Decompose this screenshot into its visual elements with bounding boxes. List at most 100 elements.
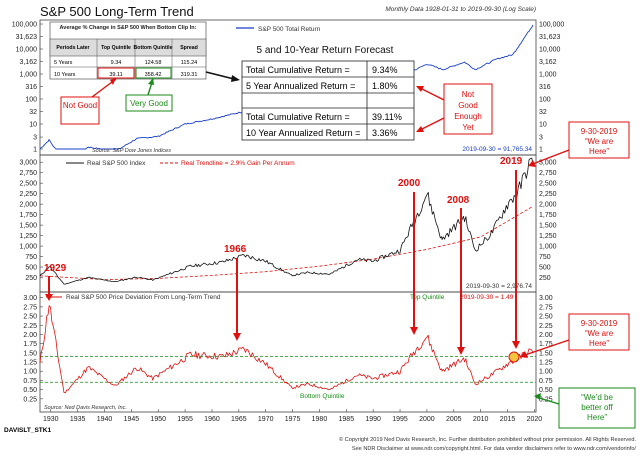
x-tick-label: 1935 [70,416,86,423]
forecast-label: Total Cumulative Return = [246,65,350,75]
current-position-marker [508,351,520,363]
y-tick-label: 1,750 [539,212,557,219]
y-tick-label: 1 [33,147,37,154]
y-tick-label: 3 [33,135,37,142]
x-tick-label: 1990 [365,416,381,423]
forecast-label: Total Cumulative Return = [246,112,350,122]
forecast-label: 5 Year Annualized Return = [246,81,355,91]
y-tick-label: 1,000 [19,72,37,79]
y-tick-label: 1.00 [539,369,553,376]
chart-title: S&P 500 Long-Term Trend [40,4,194,19]
forecast-title: 5 and 10-Year Return Forecast [257,45,394,56]
y-tick-label: 3,162 [539,59,557,66]
y-tick-label: 100,000 [12,22,37,29]
year-2008-label: 2008 [447,195,470,206]
y-tick-label: 3.00 [539,295,553,302]
y-tick-label: 2.75 [539,304,553,311]
better-off-label: “We’d be better off Here” [581,393,613,422]
y-tick-label: 100 [539,97,551,104]
x-tick-label: 2010 [473,416,489,423]
x-tick-label: 1930 [43,416,59,423]
y-tick-label: 500 [25,265,37,272]
y-tick-label: 2,750 [19,170,37,177]
we-are-here-bottom-label: 9-30-2019 “We are Here” [581,319,618,348]
not-good-enough-callout: Not Good Enough Yet [416,83,493,135]
y-tick-label: 2.75 [23,304,37,311]
we-are-here-bottom-callout: 9-30-2019 “We are Here” [520,313,630,358]
y-tick-label: 31,623 [539,34,561,41]
table-col-periods: Periods Later [56,45,89,51]
y-tick-label: 1,500 [19,223,37,230]
series-layer [39,24,536,394]
y-tick-label: 10,000 [539,47,561,54]
table-to-forecast-arrowhead [231,75,240,82]
y-tick-label: 3,000 [19,160,37,167]
year-1929-label: 1929 [44,263,67,274]
x-tick-label: 1960 [204,416,220,423]
y-tick-label: 0.75 [539,378,553,385]
x-tick-label: 1940 [97,416,113,423]
forecast-value: 3.36% [372,128,398,138]
x-tick-label: 1965 [231,416,247,423]
x-tick-label: 2005 [446,416,462,423]
top-last-value: 2019-09-30 = 91,765.34 [462,146,532,153]
y-tick-label: 32 [539,109,547,116]
y-tick-label: 1,250 [19,233,37,240]
y-tick-label: 1.75 [539,341,553,348]
y-tick-label: 2,000 [539,202,557,209]
better-off-callout: “We’d be better off Here” [534,387,636,429]
x-tick-label: 1985 [339,416,355,423]
y-tick-label: 1.25 [23,360,37,367]
year-2019-label: 2019 [500,156,523,167]
table-title: Average % Change in S&P 500 When Bottom … [60,25,197,31]
year-markers: 1929 1966 2000 2008 2019 [44,156,523,363]
y-tick-label: 0.75 [23,378,37,385]
bottom-quintile-label: Bottom Quintile [300,393,345,400]
legend-total-return: S&P 500 Total Return [258,26,321,33]
y-tick-label: 1,000 [539,244,557,251]
very-good-label: Very Good [130,99,168,108]
forecast-value: 9.34% [372,65,398,75]
series-deviation [39,305,534,394]
y-tick-label: 250 [25,275,37,282]
y-tick-label: 2.50 [23,314,37,321]
table-cell: 10 Years [54,72,76,78]
legend-real-index: Real S&P 500 Index [87,160,146,167]
middle-last-value: 2019-09-30 = 2,976.74 [466,283,532,290]
footer-copyright: © Copyright 2019 Ned Davis Research, Inc… [339,436,636,443]
y-tick-label: 1,000 [19,244,37,251]
x-tick-label: 1955 [177,416,193,423]
y-tick-label: 100 [25,97,37,104]
x-tick-label: 2015 [500,416,516,423]
x-tick-label: 1980 [312,416,328,423]
y-tick-label: 2,000 [19,202,37,209]
y-tick-label: 3 [539,135,543,142]
table-cell: 358.42 [145,72,162,78]
y-tick-label: 750 [539,254,551,261]
table-cell: 319.31 [181,72,198,78]
table-cell: 39.11 [109,72,122,78]
y-tick-label: 500 [539,265,551,272]
table-cell: 124.58 [145,60,162,66]
table-col-bottom: Bottom Quintile [134,45,173,51]
y-tick-label: 3.00 [23,295,37,302]
y-tick-label: 3,162 [19,59,37,66]
x-tick-label: 1950 [150,416,166,423]
y-tick-label: 2,500 [19,181,37,188]
y-tick-label: 2,250 [19,191,37,198]
y-tick-label: 2,500 [539,181,557,188]
y-tick-label: 0.50 [539,387,553,394]
y-tick-label: 1,750 [19,212,37,219]
y-tick-label: 0.25 [23,396,37,403]
y-tick-label: 1.50 [539,350,553,357]
we-are-here-top-label: 9-30-2019 “We are Here” [581,127,618,156]
x-tick-label: 2000 [419,416,435,423]
x-tick-label: 1970 [258,416,274,423]
y-tick-label: 100,000 [539,22,564,29]
we-are-here-top-callout: 9-30-2019 “We are Here” [528,121,630,167]
x-tick-label: 1975 [285,416,301,423]
not-good-label: Not Good [63,101,97,110]
y-tick-label: 2.00 [539,332,553,339]
